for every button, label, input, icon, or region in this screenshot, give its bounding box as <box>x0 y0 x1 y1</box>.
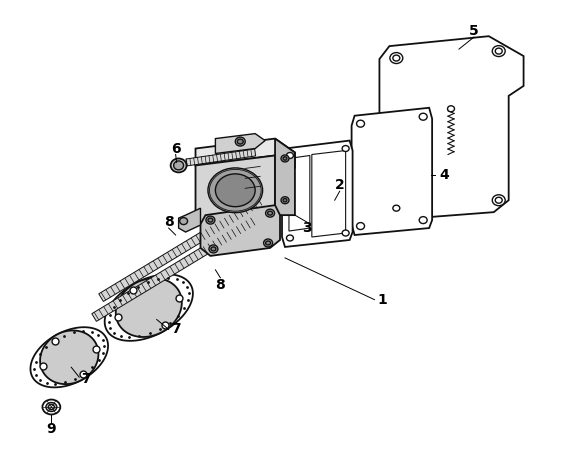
Polygon shape <box>179 208 201 232</box>
Ellipse shape <box>447 106 454 112</box>
Ellipse shape <box>180 218 188 225</box>
Ellipse shape <box>283 199 287 202</box>
Ellipse shape <box>390 53 403 64</box>
Ellipse shape <box>492 46 505 57</box>
Ellipse shape <box>264 239 272 247</box>
Polygon shape <box>186 149 255 166</box>
Text: 8: 8 <box>215 278 225 292</box>
Ellipse shape <box>390 203 403 214</box>
Ellipse shape <box>211 247 216 251</box>
Ellipse shape <box>266 209 275 217</box>
Polygon shape <box>105 275 193 341</box>
Text: 4: 4 <box>439 168 449 182</box>
Ellipse shape <box>286 235 293 241</box>
Ellipse shape <box>492 195 505 206</box>
Text: 7: 7 <box>171 323 180 336</box>
Polygon shape <box>275 139 295 215</box>
Ellipse shape <box>49 405 54 409</box>
Polygon shape <box>351 108 432 235</box>
Ellipse shape <box>173 161 184 170</box>
Ellipse shape <box>171 159 186 172</box>
Ellipse shape <box>281 155 289 162</box>
Ellipse shape <box>496 197 502 203</box>
Polygon shape <box>195 139 295 169</box>
Polygon shape <box>289 155 310 231</box>
Polygon shape <box>201 205 280 256</box>
Text: 8: 8 <box>164 215 173 229</box>
Ellipse shape <box>208 168 263 213</box>
Ellipse shape <box>235 137 245 146</box>
Ellipse shape <box>266 241 271 245</box>
Polygon shape <box>215 133 265 153</box>
Ellipse shape <box>42 399 60 415</box>
Ellipse shape <box>393 55 400 61</box>
Ellipse shape <box>357 120 364 127</box>
Polygon shape <box>92 216 258 322</box>
Text: 7: 7 <box>81 372 91 386</box>
Text: 5: 5 <box>469 24 479 38</box>
Ellipse shape <box>281 197 289 204</box>
Polygon shape <box>312 151 346 237</box>
Ellipse shape <box>419 113 427 120</box>
Ellipse shape <box>215 174 255 207</box>
Ellipse shape <box>206 216 215 224</box>
Ellipse shape <box>342 230 349 236</box>
Ellipse shape <box>237 139 243 144</box>
Polygon shape <box>40 331 98 384</box>
Ellipse shape <box>496 48 502 54</box>
Text: 3: 3 <box>302 221 312 235</box>
Text: 9: 9 <box>46 422 56 436</box>
Ellipse shape <box>419 217 427 224</box>
Ellipse shape <box>357 223 364 229</box>
Ellipse shape <box>268 211 272 215</box>
Ellipse shape <box>46 402 57 411</box>
Ellipse shape <box>208 218 213 222</box>
Ellipse shape <box>342 145 349 152</box>
Polygon shape <box>116 278 182 337</box>
Polygon shape <box>282 141 353 247</box>
Ellipse shape <box>283 157 287 160</box>
Polygon shape <box>380 36 524 220</box>
Ellipse shape <box>286 152 293 159</box>
Text: 6: 6 <box>171 142 180 155</box>
Text: 1: 1 <box>377 293 387 307</box>
Polygon shape <box>195 155 275 225</box>
Polygon shape <box>99 196 264 302</box>
Ellipse shape <box>393 205 400 211</box>
Ellipse shape <box>209 245 218 253</box>
Text: 2: 2 <box>335 178 345 192</box>
Polygon shape <box>31 327 108 388</box>
